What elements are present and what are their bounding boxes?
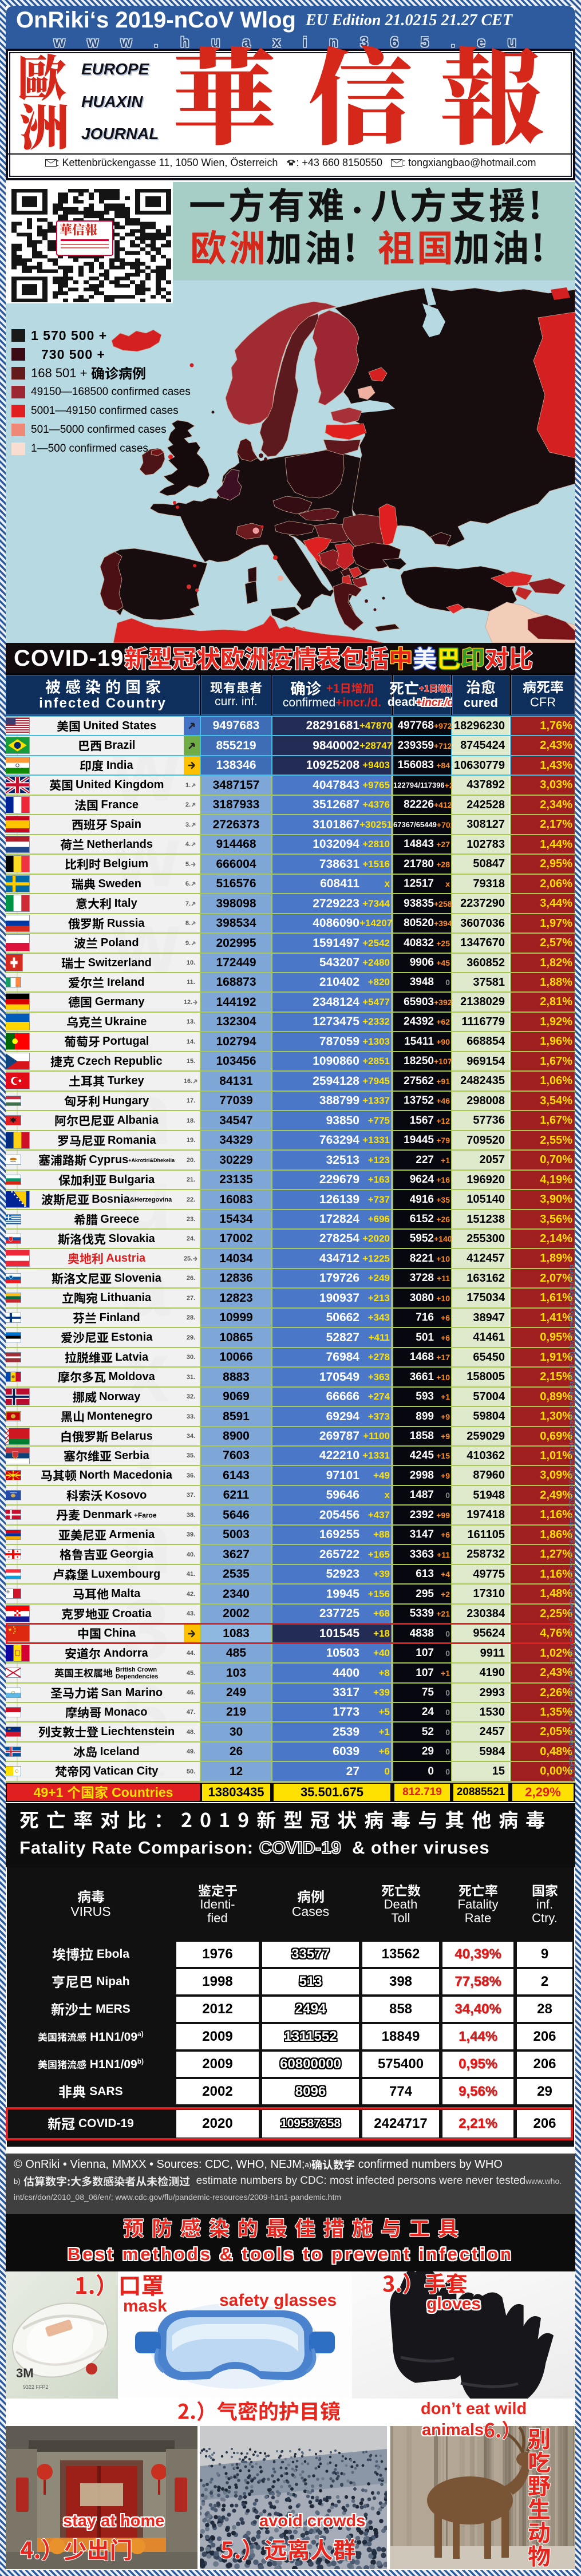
svg-text:9322 FFP2: 9322 FFP2 [23,2384,49,2390]
svg-text:3M: 3M [16,2366,34,2380]
